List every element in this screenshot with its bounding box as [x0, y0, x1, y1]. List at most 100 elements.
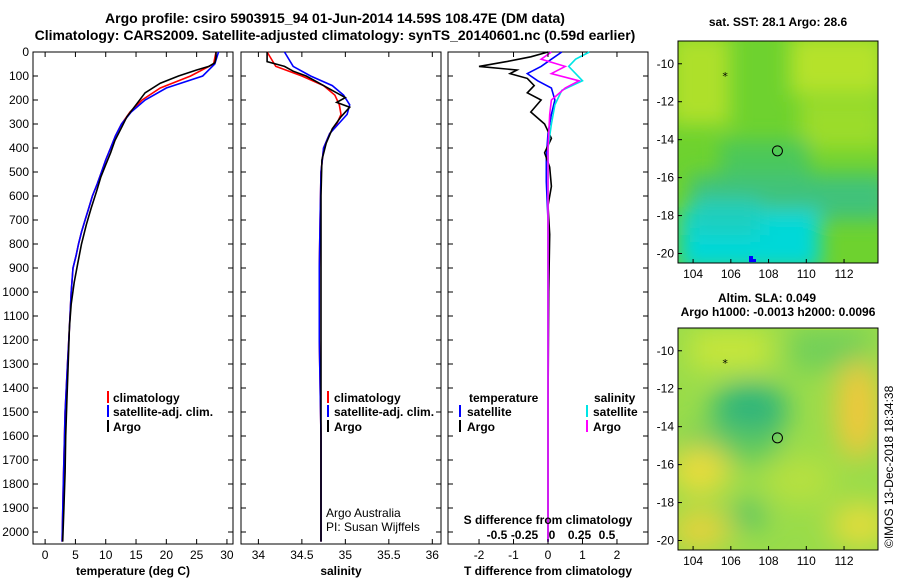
x-tick-label: 5 — [72, 548, 79, 562]
salinity-xlabel: salinity — [320, 564, 362, 578]
sst-map-title: sat. SST: 28.1 Argo: 28.6 — [709, 15, 848, 29]
legend-satellite-label: satellite-adj. clim. — [113, 405, 213, 419]
panel-salinity-frame — [240, 51, 442, 545]
x-tick-label: 25 — [190, 548, 204, 562]
map-x-tick-label: 104 — [683, 554, 703, 568]
legend-temperature: climatology satellite-adj. clim. Argo — [107, 391, 213, 434]
legend-difference: temperature satellite Argo salinity sate… — [459, 391, 638, 434]
map-y-tick-label: -12 — [657, 382, 675, 396]
legend-satellite-label: satellite-adj. clim. — [334, 405, 434, 419]
temperature-profiles — [61, 51, 220, 542]
map-x-tick-label: 106 — [721, 267, 741, 281]
sst-profile-marker — [771, 145, 783, 157]
depth-tick-label: 1300 — [2, 357, 29, 371]
series-salinity-satellite — [547, 51, 590, 542]
depth-tick-label: 900 — [9, 261, 29, 275]
map-y-tick-label: -18 — [657, 496, 675, 510]
depth-tick-label: 1600 — [2, 429, 29, 443]
map-y-tick-label: -20 — [657, 534, 675, 548]
legend-s-argo-label: Argo — [593, 420, 621, 434]
x-tick-label: 34 — [252, 548, 266, 562]
depth-tick-label: 1100 — [3, 309, 29, 323]
series-satellite-adj-clim- — [283, 51, 351, 542]
series-argo — [61, 52, 217, 542]
header-line2: Climatology: CARS2009. Satellite-adjuste… — [34, 27, 636, 43]
s-diff-tick-label: 0 — [549, 528, 556, 542]
panel-temperature-frame — [32, 51, 234, 545]
legend-temperature-heading: temperature — [469, 391, 539, 405]
map-x-tick-label: 108 — [759, 267, 779, 281]
header-line1: Argo profile: csiro 5903915_94 01-Jun-20… — [105, 10, 565, 26]
x-tick-label: 20 — [160, 548, 174, 562]
sla-map-subtitle: Argo h1000: -0.0013 h2000: 0.0096 — [681, 305, 876, 319]
series-climatology — [266, 51, 342, 542]
x-tick-label: -1 — [508, 548, 519, 562]
map-y-tick-label: -14 — [657, 420, 675, 434]
depth-tick-label: 300 — [9, 117, 29, 131]
depth-tick-label: 600 — [9, 189, 29, 203]
depth-tick-label: 100 — [9, 69, 29, 83]
map-y-tick-label: -10 — [657, 344, 675, 358]
x-tick-label: 36 — [426, 548, 440, 562]
s-diff-tick-label: 0.25 — [568, 528, 592, 542]
temperature-xlabel: temperature (deg C) — [76, 564, 190, 578]
s-diff-tick-label: -0.25 — [511, 528, 539, 542]
depth-tick-label: 500 — [9, 165, 29, 179]
x-tick-label: 0 — [545, 548, 552, 562]
s-diff-label: S difference from climatology — [464, 513, 633, 527]
series-salinity-argo — [539, 51, 582, 542]
imos-timestamp: ©IMOS 13-Dec-2018 18:34:38 — [882, 385, 896, 548]
sst-star-marker: * — [722, 70, 728, 83]
depth-tick-label: 2000 — [2, 525, 29, 539]
series-argo — [266, 52, 352, 542]
depth-tick-label: 1800 — [2, 477, 29, 491]
map-x-tick-label: 110 — [797, 554, 816, 568]
series-climatology — [61, 51, 217, 542]
x-tick-label: 35.5 — [377, 548, 401, 562]
series-satellite-adj-clim- — [61, 51, 220, 542]
legend-s-satellite-label: satellite — [593, 405, 638, 419]
sst-map-field — [678, 41, 878, 263]
depth-tick-label: 400 — [9, 141, 29, 155]
legend-salinity-heading: salinity — [594, 391, 636, 405]
x-tick-label: 15 — [129, 548, 143, 562]
x-tick-label: 0 — [42, 548, 49, 562]
s-diff-tick-label: 0.5 — [599, 528, 616, 542]
map-x-tick-label: 106 — [721, 554, 741, 568]
x-tick-label: 30 — [220, 548, 234, 562]
t-diff-xlabel: T difference from climatology — [464, 564, 632, 578]
depth-tick-label: 700 — [9, 213, 29, 227]
legend-argo-label: Argo — [334, 420, 362, 434]
legend-climatology-label: climatology — [113, 391, 180, 405]
salinity-profiles — [266, 51, 352, 542]
sla-map-title: Altim. SLA: 0.049 — [718, 291, 816, 305]
depth-tick-label: 1900 — [2, 501, 29, 515]
x-tick-label: 34.5 — [290, 548, 314, 562]
sla-map-axes: 104 106 108 110 112 -10 -12 -14 -16 -18 -20 — [657, 344, 854, 568]
credit-line1: Argo Australia — [326, 506, 401, 520]
sla-map-field — [678, 328, 878, 550]
s-diff-tick-label: -0.5 — [487, 528, 508, 542]
map-x-tick-label: 110 — [797, 267, 816, 281]
sla-star-marker: * — [722, 357, 728, 370]
sst-map-axes: 104 106 108 110 112 -10 -12 -14 -16 -18 -20 — [657, 57, 854, 281]
map-y-tick-label: -20 — [657, 247, 675, 261]
x-tick-label: 35 — [339, 548, 353, 562]
legend-climatology-label: climatology — [334, 391, 401, 405]
map-x-tick-label: 112 — [834, 554, 853, 568]
legend-t-argo-label: Argo — [467, 420, 495, 434]
x-axes: 0 5 10 15 20 25 30 34 34.5 35 35.5 36 -2 -1 0 1 2 -0.5 -0.… — [42, 52, 621, 562]
legend-t-satellite-label: satellite — [467, 405, 512, 419]
map-y-tick-label: -10 — [657, 57, 675, 71]
map-y-tick-label: -16 — [657, 458, 675, 472]
depth-tick-label: 1200 — [2, 333, 29, 347]
credit-line2: PI: Susan Wijffels — [326, 520, 420, 534]
depth-tick-label: 1000 — [2, 285, 29, 299]
depth-tick-label: 800 — [9, 237, 29, 251]
depth-tick-label: 1700 — [2, 453, 29, 467]
map-y-tick-label: -12 — [657, 95, 675, 109]
sla-map-frame — [677, 327, 879, 551]
sla-profile-marker — [771, 432, 783, 444]
x-tick-label: 1 — [579, 548, 586, 562]
